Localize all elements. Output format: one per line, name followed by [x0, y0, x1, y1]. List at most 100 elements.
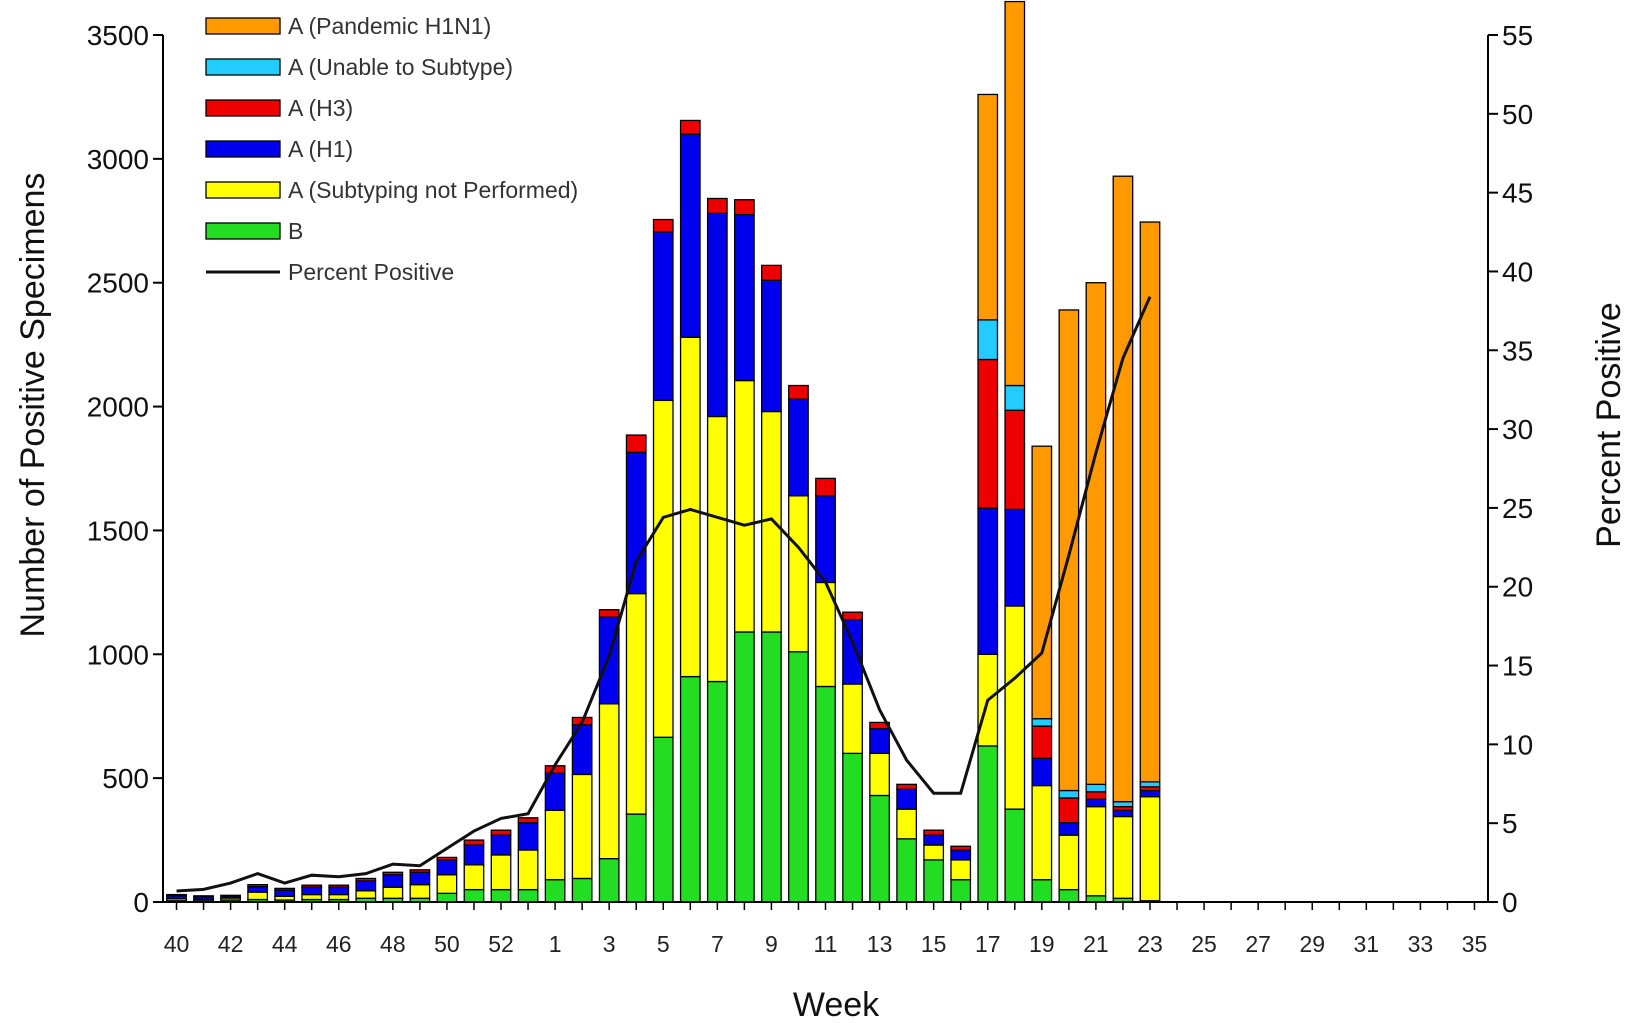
legend: A (Pandemic H1N1) A (Unable to Subtype) A …: [205, 13, 578, 285]
bar-segment: [1139, 789, 1161, 798]
bar-segment: [815, 495, 836, 584]
x-tick-label: 3: [603, 931, 616, 957]
bar-segment: [1112, 175, 1134, 803]
x-tick-label: 40: [164, 931, 190, 957]
bar-segment: [1139, 221, 1161, 783]
bar-segment: [977, 507, 999, 655]
bar-segment: [1031, 784, 1053, 881]
bar-segment: [761, 264, 782, 281]
y2-tick-label: 40: [1502, 256, 1533, 287]
bar-segment: [761, 279, 782, 413]
x-tick-label: 15: [921, 931, 947, 957]
bar-segment: [274, 889, 296, 897]
bar-segment: [1058, 789, 1080, 799]
bar-segment: [842, 611, 863, 621]
bar-segment: [517, 822, 539, 851]
bar-segment: [733, 213, 755, 382]
bar-segment: [247, 891, 269, 901]
y-tick-label: 2500: [87, 268, 149, 299]
bar-segment: [490, 829, 512, 836]
bar-segment: [625, 592, 647, 815]
bar-segment: [923, 859, 945, 903]
bar-segment: [977, 358, 999, 509]
y-tick-label: 500: [102, 763, 149, 794]
x-tick-label: 23: [1137, 931, 1163, 957]
bar-segment: [896, 788, 918, 810]
bar-segment: [896, 808, 918, 840]
y2-tick-label: 55: [1502, 20, 1533, 51]
bar-segment: [1004, 384, 1026, 411]
bar-segment: [490, 834, 512, 856]
bar-segment: [355, 890, 377, 899]
bar-segment: [652, 736, 674, 903]
bar-segment: [1139, 781, 1161, 788]
bar-segment: [409, 869, 431, 873]
bar-segment: [517, 888, 539, 903]
bar-segment: [625, 434, 647, 454]
bar-segment: [409, 884, 431, 899]
bar-segment: [1085, 805, 1107, 897]
bar-segment: [679, 133, 701, 338]
x-tick-label: 13: [867, 931, 893, 957]
bar-segment: [815, 685, 836, 903]
y-tick-label: 1000: [87, 639, 149, 670]
x-tick-label: 44: [272, 931, 298, 957]
bar-segment: [1085, 282, 1107, 785]
y2-axis-title: Percent Positive: [1590, 302, 1628, 548]
bar-segment: [706, 415, 728, 683]
x-tick-label: 19: [1029, 931, 1055, 957]
bar-segment: [463, 844, 485, 866]
bar-segment: [977, 93, 999, 321]
bar-segment: [436, 856, 458, 861]
bar-segment: [842, 683, 863, 755]
bars-layer: [166, 0, 1161, 903]
bar-segment: [950, 879, 972, 903]
bar-segment: [652, 218, 674, 233]
x-tick-label: 11: [814, 931, 838, 957]
x-tick-label: 50: [434, 931, 460, 957]
bar-segment: [328, 886, 350, 896]
y-tick-label: 3000: [87, 144, 149, 175]
bar-segment: [788, 384, 809, 400]
percent-positive-line: [176, 296, 1152, 893]
bar-segment: [328, 884, 350, 888]
bar-segment: [869, 794, 890, 903]
bar-segment: [788, 651, 809, 903]
bar-segment: [706, 212, 728, 418]
bar-segment: [1112, 801, 1134, 808]
bar-segment: [869, 752, 890, 797]
x-tick-label: 5: [657, 931, 670, 957]
bar-segment: [193, 895, 214, 898]
bar-segment: [1004, 0, 1026, 387]
y-axis-title: Number of Positive Specimens: [14, 173, 52, 638]
bar-segment: [679, 119, 701, 135]
y2-tick-label: 15: [1502, 651, 1533, 682]
bar-segment: [625, 451, 647, 595]
bar-segment: [977, 319, 999, 361]
legend-label: B: [288, 218, 303, 244]
bar-segment: [598, 609, 620, 618]
bar-segment: [436, 874, 458, 894]
bar-segment: [625, 813, 647, 903]
bar-segment: [869, 727, 890, 755]
bar-segment: [1058, 834, 1080, 891]
bar-segment: [1031, 718, 1053, 727]
bar-segment: [788, 495, 809, 653]
bar-segment: [679, 675, 701, 903]
y-tick-label: 0: [133, 887, 149, 918]
x-tick-label: 46: [326, 931, 352, 957]
legend-swatch: [205, 99, 281, 117]
bar-segment: [301, 893, 323, 901]
bar-segment: [301, 886, 323, 896]
bar-segment: [788, 398, 809, 497]
bar-segment: [463, 888, 485, 903]
bar-segment: [544, 879, 566, 903]
y-tick-label: 2000: [87, 392, 149, 423]
x-tick-label: 17: [975, 931, 1001, 957]
bar-segment: [1004, 409, 1026, 511]
bar-segment: [896, 838, 918, 903]
x-tick-label: 42: [218, 931, 244, 957]
bar-segment: [517, 817, 539, 824]
y2-tick-label: 10: [1502, 729, 1533, 760]
